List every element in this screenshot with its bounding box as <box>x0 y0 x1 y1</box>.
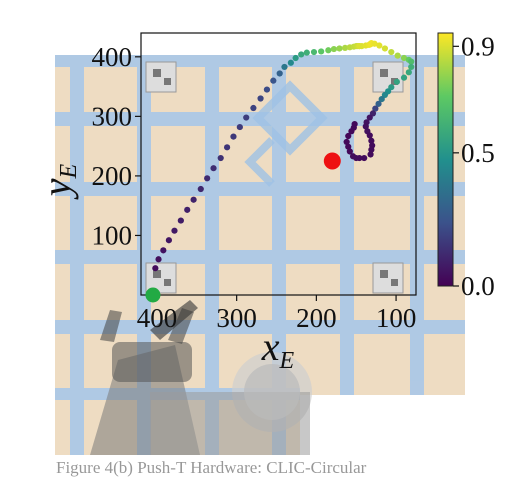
trajectory-point <box>362 123 369 130</box>
y-tick-label: 400 <box>92 42 133 72</box>
y-tick-label: 100 <box>92 220 133 250</box>
trajectory-point <box>165 237 172 244</box>
trajectory-point <box>343 138 350 146</box>
trajectory-point <box>184 206 191 213</box>
trajectory-point <box>368 146 375 153</box>
figure-caption: Figure 4(b) Push-T Hardware: CLIC-Circul… <box>56 458 367 477</box>
trajectory-point <box>197 185 204 193</box>
x-tick-label: 100 <box>376 303 417 333</box>
colorbar-tick-label: 0.0 <box>461 271 495 301</box>
trajectory-point <box>318 48 325 55</box>
y-tick-label: 200 <box>92 161 133 191</box>
trajectory-point <box>368 137 375 144</box>
trajectory-point <box>408 63 415 71</box>
trajectory-point <box>210 165 217 172</box>
trajectory-point <box>361 154 368 162</box>
trajectory-point <box>243 114 250 121</box>
svg-text:xE: xE <box>261 324 295 374</box>
trajectory-point <box>388 48 395 56</box>
x-axis-label: xE <box>261 324 295 374</box>
trajectory-point <box>375 100 382 107</box>
colorbar-tick-label: 0.5 <box>461 138 495 168</box>
endpoint-markers <box>145 152 341 303</box>
trajectory-point <box>341 44 349 51</box>
trajectory-point <box>345 132 352 140</box>
trajectory-point <box>378 95 385 103</box>
x-tick-label: 200 <box>296 303 337 333</box>
trajectory-point <box>287 59 294 66</box>
trajectory-point <box>152 265 159 272</box>
svg-text:yE: yE <box>34 163 82 200</box>
trajectory-point <box>303 49 310 56</box>
trajectory-point <box>263 86 271 93</box>
trajectory-point <box>276 70 283 77</box>
x-tick-label: 300 <box>216 303 257 333</box>
trajectory-point <box>372 105 379 112</box>
trajectory-point <box>223 144 231 151</box>
trajectory-point <box>310 48 318 56</box>
trajectory-point <box>408 58 415 65</box>
trajectory-point <box>330 45 337 53</box>
trajectory-point <box>400 54 408 62</box>
trajectory-point <box>204 175 211 182</box>
trajectory-point <box>366 114 373 121</box>
trajectory-point <box>217 154 224 162</box>
trajectory-point <box>346 148 353 155</box>
trajectory-point <box>351 121 358 128</box>
y-tick-label: 300 <box>92 101 133 131</box>
trajectory-point <box>155 256 162 263</box>
x-tick-label: 400 <box>137 303 178 333</box>
trajectory-point <box>236 123 243 131</box>
trajectory-point <box>230 133 237 140</box>
trajectory-point <box>400 74 408 81</box>
trajectory-point <box>381 45 389 52</box>
colorbar <box>437 32 454 287</box>
trajectory-point <box>349 153 357 160</box>
trajectory-point <box>345 143 352 150</box>
trajectory-points <box>149 40 415 299</box>
robot-arm-icon <box>90 300 312 455</box>
trajectory-point <box>325 47 332 54</box>
axis-ticks: 400 300 200 100 100 200 300 400 <box>92 42 417 333</box>
trajectory-point <box>160 247 167 254</box>
goal-marker <box>323 152 341 170</box>
trajectory-point <box>257 95 264 102</box>
trajectory-point <box>394 52 401 59</box>
colorbar-ticks: 0.0 0.5 0.9 <box>453 31 495 301</box>
t-block-target-icon <box>244 80 328 187</box>
trajectory-point <box>405 69 412 76</box>
y-axis-label-text: y <box>34 178 79 200</box>
trajectory-point <box>250 104 257 112</box>
trajectory-point <box>298 51 305 58</box>
colorbar-tick-label: 0.9 <box>461 31 495 61</box>
trajectory-point <box>270 77 277 84</box>
trajectory-point <box>371 40 378 47</box>
x-axis-label-text: x <box>261 324 280 369</box>
trajectory-point <box>367 151 374 158</box>
start-marker <box>145 287 161 303</box>
trajectory-point <box>171 227 178 234</box>
trajectory-point <box>376 42 383 49</box>
trajectory-point <box>177 217 184 224</box>
trajectory-point <box>393 78 400 85</box>
trajectory-point <box>190 196 197 203</box>
plot-frame <box>140 32 417 296</box>
trajectory-point <box>366 132 373 139</box>
y-axis-label: yE <box>34 163 82 200</box>
trajectory-point <box>336 45 343 52</box>
trajectory-point <box>281 63 288 71</box>
trajectory-point <box>292 54 299 62</box>
